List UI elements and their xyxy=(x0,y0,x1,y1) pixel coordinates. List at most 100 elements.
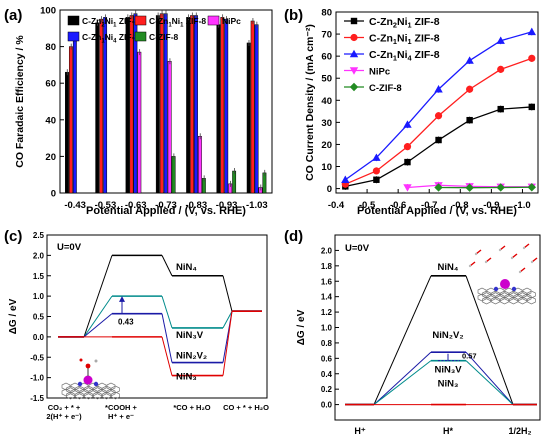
series-label-c: NiN₃V xyxy=(176,330,204,341)
bar xyxy=(216,24,221,194)
y-tick-label-d: 0.2 xyxy=(321,385,333,394)
graphene-hex xyxy=(518,296,527,305)
bar xyxy=(232,170,237,194)
y-tick-label-c: -1.0 xyxy=(30,374,44,383)
y-tick-label-c: 2.5 xyxy=(33,231,45,240)
data-point xyxy=(497,105,504,113)
graphene-hex xyxy=(513,293,523,302)
y-tick-label-a: 100 xyxy=(40,6,56,17)
plot-frame-c xyxy=(46,234,268,399)
x-tick-label-a: -0.93 xyxy=(216,200,238,211)
legend-text-part: 1 xyxy=(408,37,412,46)
legend-text-part: Ni xyxy=(397,16,408,28)
graphene-hex xyxy=(79,388,89,397)
graphene-hex xyxy=(522,287,532,296)
legend-marker-b xyxy=(350,33,358,42)
legend-text-part: C-Zn xyxy=(369,16,393,28)
bar xyxy=(194,15,198,194)
state-line: *COOH + xyxy=(105,403,138,412)
energy-connector xyxy=(373,360,432,405)
x-tick-label-b: -1.0 xyxy=(514,200,530,211)
graphene-hex xyxy=(482,290,491,299)
legend-label-a: NiPc xyxy=(222,16,241,26)
bar xyxy=(198,136,202,194)
legend-text-part: 2 xyxy=(393,21,397,30)
data-point xyxy=(373,176,380,183)
bar xyxy=(262,172,267,194)
graphene-hex xyxy=(66,385,75,394)
bar xyxy=(246,42,251,194)
plot-frame-b xyxy=(335,11,539,194)
x-tick-label-a: -0.73 xyxy=(155,200,177,211)
legend-text-part: ZIF-8 xyxy=(412,16,440,28)
y-tick-label-b: 30 xyxy=(321,118,332,129)
legend-text-part: C-Zn xyxy=(82,16,101,26)
y-tick-label-d: 1.8 xyxy=(321,262,333,271)
legend-label-b: C-ZIF-8 xyxy=(369,83,402,94)
y-tick-label-a: 40 xyxy=(45,115,56,126)
bar xyxy=(155,15,160,194)
energy-connector xyxy=(161,336,173,376)
graphene-hex xyxy=(527,290,536,299)
n-atom xyxy=(493,286,499,292)
bar xyxy=(220,17,225,194)
legend-text-part: 2 xyxy=(101,23,105,29)
legend-text-part: Ni xyxy=(105,16,114,26)
graphene-hex xyxy=(491,296,500,305)
data-point xyxy=(497,65,505,73)
h-atom xyxy=(530,260,534,264)
graphene-hex xyxy=(518,290,527,299)
legend-text-part: C-ZIF-8 xyxy=(369,83,402,94)
data-point xyxy=(404,158,411,166)
arrow-head xyxy=(119,296,125,302)
legend-text-part: C-ZIF-8 xyxy=(149,32,179,42)
legend-swatch-a xyxy=(67,15,80,26)
y-tick-label-a: 20 xyxy=(45,152,56,163)
legend-swatch-a xyxy=(67,31,80,42)
x-tick-label-b: -0.5 xyxy=(359,200,376,211)
x-axis-label-b: Potential Applied / (V, vs. RHE) xyxy=(357,205,517,217)
energy-connector xyxy=(161,295,173,329)
legend-swatch-a xyxy=(134,15,147,26)
data-point xyxy=(435,136,442,144)
energy-connector xyxy=(222,275,233,312)
h-atom xyxy=(94,359,98,363)
bar xyxy=(171,156,176,194)
legend-text-part: ZIF-8 xyxy=(116,32,139,42)
h-atom xyxy=(468,264,472,268)
graphene-hex xyxy=(111,391,120,400)
legend-text-part: 1 xyxy=(180,23,184,29)
y-tick-label-d: 0.8 xyxy=(321,339,333,348)
catalyst-model-illustration xyxy=(61,358,120,400)
graphene-hex xyxy=(477,293,487,302)
y-tick-label-c: 0.5 xyxy=(33,313,45,322)
h-atom xyxy=(474,252,478,256)
panel-label-b: (b) xyxy=(284,7,303,24)
bar xyxy=(190,15,194,194)
legend-label-a: C-ZIF-8 xyxy=(149,32,179,42)
graphene-hex xyxy=(88,388,98,397)
legend-text-part: ZIF-8 xyxy=(183,16,206,26)
legend-text-part: Ni xyxy=(105,32,114,42)
bar xyxy=(99,18,104,194)
bar xyxy=(224,18,229,194)
legend-text-part: Ni xyxy=(172,16,181,26)
delta-label-c: 0.43 xyxy=(118,318,134,327)
energy-connector xyxy=(222,311,233,376)
legend-text-part: Ni xyxy=(397,33,408,45)
legend-text-part: 1 xyxy=(393,54,397,63)
graphene-hex xyxy=(513,287,523,296)
state-line: CO₂ + * + xyxy=(48,403,81,412)
y-axis-label-c: ΔG / eV xyxy=(8,298,19,334)
y-tick-label-c: 1.0 xyxy=(33,292,45,301)
legend-text-part: ZIF-8 xyxy=(412,49,440,61)
state-label-d: 1/2H₂ xyxy=(508,426,531,436)
n-atom xyxy=(511,286,517,292)
legend-text-part: Ni xyxy=(397,49,408,61)
graphene-hex xyxy=(88,382,98,391)
legend-label-b: NiPc xyxy=(369,67,390,78)
panel-label-d: (d) xyxy=(284,228,303,245)
data-point xyxy=(527,183,536,192)
x-axis-label-a: Potential Applied / (V, vs. RHE) xyxy=(86,205,246,217)
